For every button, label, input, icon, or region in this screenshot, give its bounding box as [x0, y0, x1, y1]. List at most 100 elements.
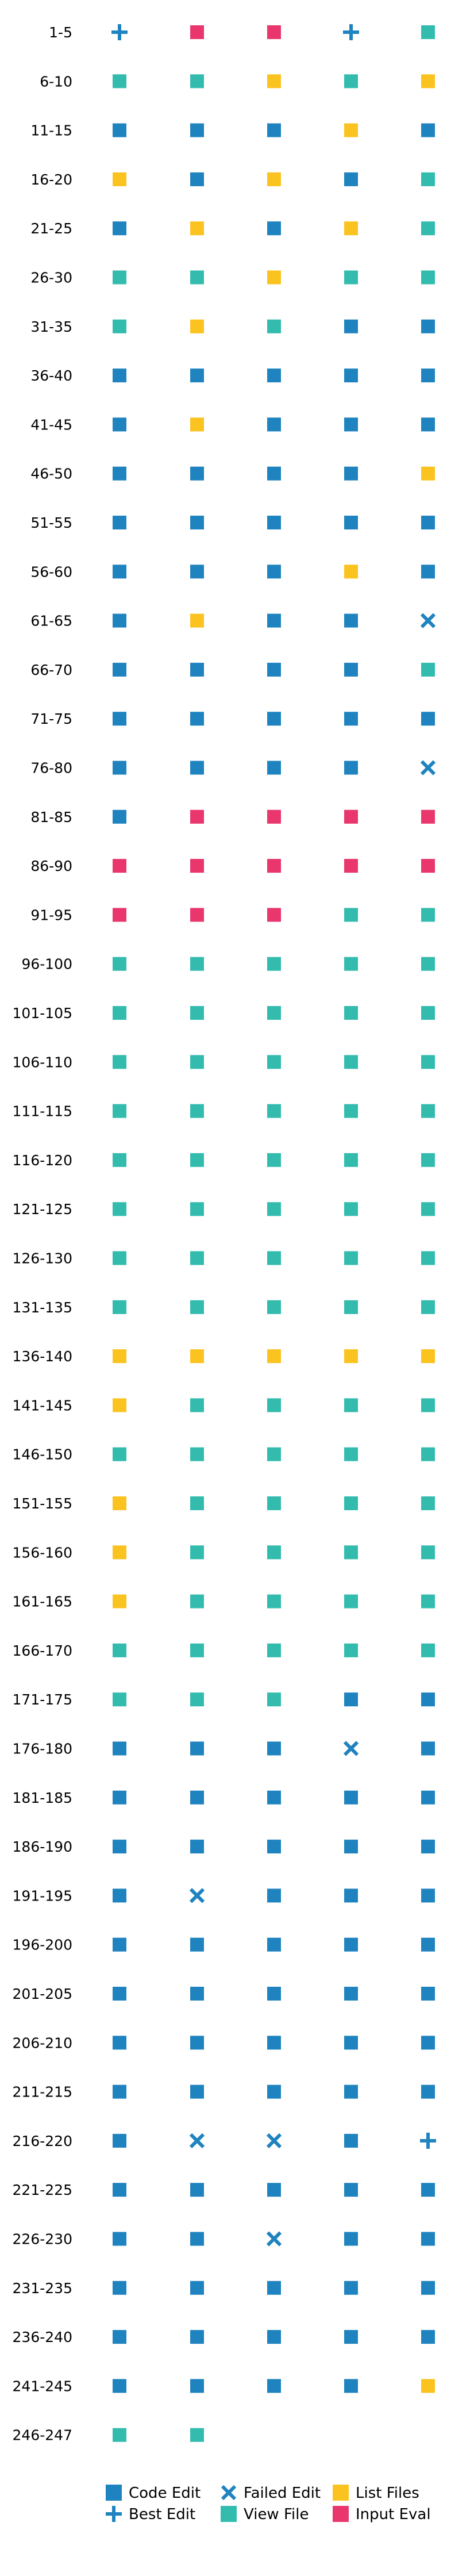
code-edit-marker: [344, 2084, 358, 2099]
list-files-marker: [421, 1349, 435, 1364]
view-file-marker: [267, 1153, 281, 1167]
table-row: 196-200: [13, 1937, 435, 1953]
view-file-marker: [267, 1006, 281, 1020]
table-row: 206-210: [13, 2034, 435, 2051]
code-edit-marker: [421, 565, 435, 579]
view-file-marker: [344, 908, 358, 922]
table-row: 111-115: [13, 1103, 435, 1120]
list-files-marker: [113, 172, 126, 186]
table-row: 176-180: [13, 1741, 435, 1757]
view-file-marker: [267, 1202, 281, 1216]
list-files-marker: [113, 1398, 126, 1412]
row-label: 236-240: [13, 2329, 72, 2345]
row-label: 176-180: [13, 1741, 72, 1757]
code-edit-marker: [267, 662, 281, 677]
row-label: 211-215: [13, 2084, 72, 2101]
view-file-marker: [421, 1496, 435, 1510]
view-file-marker: [190, 1692, 204, 1707]
list-files-marker: [421, 2379, 435, 2393]
code-edit-marker: [190, 516, 204, 529]
table-row: 156-160: [13, 1544, 435, 1561]
code-edit-marker: [421, 2330, 435, 2344]
list-files-marker: [113, 1594, 126, 1608]
code-edit-marker: [267, 1741, 281, 1756]
list-files-marker: [267, 270, 281, 285]
legend-label: View File: [244, 2506, 309, 2523]
view-file-marker: [344, 1006, 358, 1020]
legend: Code Edit Best Edit Failed Edit View File Li…: [106, 2485, 431, 2523]
code-edit-marker: [113, 1888, 126, 1903]
table-row: 41-45: [30, 416, 435, 433]
list-files-marker: [267, 74, 281, 89]
list-files-marker: [421, 466, 435, 481]
code-edit-marker: [267, 1937, 281, 1952]
code-edit-marker: [344, 1987, 358, 2001]
code-edit-marker: [344, 368, 358, 383]
code-edit-marker: [190, 712, 204, 726]
code-edit-marker: [190, 1987, 204, 2001]
view-file-marker: [344, 1398, 358, 1412]
list-files-legend-marker: [333, 2485, 349, 2501]
view-file-marker: [421, 1300, 435, 1314]
row-label: 136-140: [13, 1348, 72, 1365]
row-label: 36-40: [30, 367, 72, 384]
table-row: 86-90: [30, 858, 435, 874]
code-edit-marker: [344, 1888, 358, 1903]
best-edit-marker: [343, 24, 359, 40]
table-row: 81-85: [30, 809, 435, 826]
legend-label: Input Eval: [356, 2506, 431, 2523]
list-files-marker: [421, 74, 435, 89]
list-files-marker: [190, 613, 204, 628]
code-edit-marker: [267, 368, 281, 383]
code-edit-marker: [344, 1937, 358, 1952]
legend-entry-code-edit: Code Edit: [106, 2485, 201, 2502]
view-file-marker: [421, 172, 435, 186]
input-eval-marker: [113, 908, 126, 922]
code-edit-marker: [190, 466, 204, 481]
row-label: 106-110: [13, 1054, 72, 1070]
list-files-marker: [344, 123, 358, 137]
code-edit-marker: [190, 2379, 204, 2393]
legend-label: Failed Edit: [244, 2485, 321, 2502]
code-edit-marker: [190, 2036, 204, 2050]
table-row: 146-150: [13, 1446, 435, 1463]
view-file-marker: [421, 1447, 435, 1461]
code-edit-marker: [344, 2133, 358, 2148]
view-file-marker: [113, 1055, 126, 1069]
legend-entry-list-files: List Files: [333, 2485, 419, 2502]
view-file-marker: [190, 270, 204, 285]
code-edit-marker: [190, 565, 204, 579]
view-file-marker: [113, 1153, 126, 1167]
code-edit-marker: [421, 123, 435, 137]
input-eval-marker: [421, 809, 435, 824]
input-eval-marker: [190, 809, 204, 824]
row-label: 191-195: [13, 1887, 72, 1904]
code-edit-marker: [113, 2379, 126, 2393]
table-row: 106-110: [13, 1054, 435, 1070]
input-eval-marker: [190, 908, 204, 922]
view-file-marker: [190, 957, 204, 971]
table-row: 16-20: [30, 171, 435, 188]
code-edit-marker: [190, 1741, 204, 1756]
view-file-marker: [344, 74, 358, 89]
view-file-marker: [113, 319, 126, 333]
code-edit-marker: [267, 2379, 281, 2393]
code-edit-marker: [421, 368, 435, 383]
code-edit-marker: [421, 1840, 435, 1854]
view-file-marker: [113, 2428, 126, 2442]
row-label: 41-45: [30, 416, 72, 433]
row-label: 206-210: [13, 2034, 72, 2051]
table-row: 1-5: [49, 24, 435, 41]
code-edit-marker: [344, 1790, 358, 1805]
view-file-marker: [267, 1398, 281, 1412]
code-edit-marker: [113, 123, 126, 137]
legend-entry-best-edit: Best Edit: [106, 2506, 195, 2523]
row-label: 11-15: [30, 122, 72, 139]
code-edit-marker: [344, 172, 358, 186]
row-label: 171-175: [13, 1691, 72, 1708]
view-file-legend-marker: [221, 2506, 237, 2522]
code-edit-marker: [113, 2036, 126, 2050]
row-label: 241-245: [13, 2378, 72, 2394]
view-file-marker: [113, 1104, 126, 1118]
